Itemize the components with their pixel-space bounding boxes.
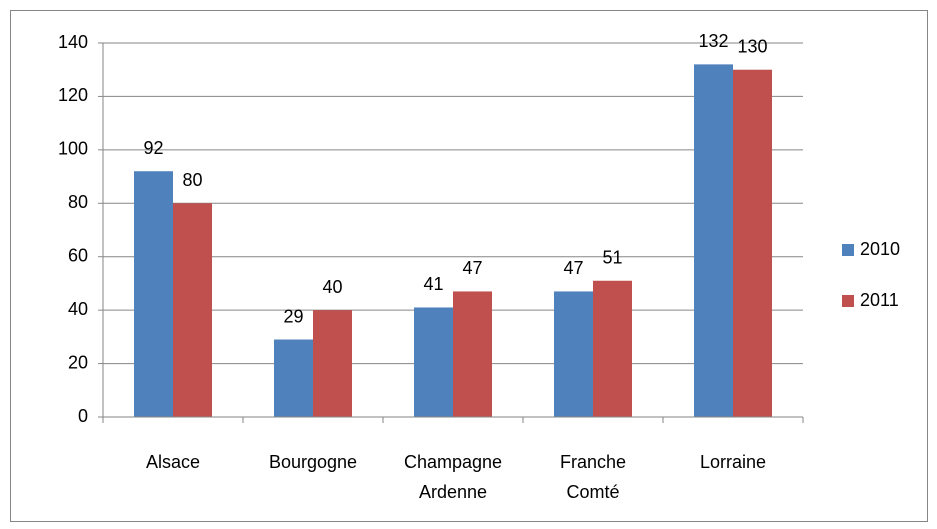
x-tick-label: Bourgogne xyxy=(269,452,357,472)
x-tick-label: Lorraine xyxy=(700,452,766,472)
bar xyxy=(414,307,453,417)
legend-swatch xyxy=(842,295,854,307)
data-label: 80 xyxy=(182,170,202,190)
y-tick-label: 80 xyxy=(68,192,88,212)
y-tick-label: 40 xyxy=(68,299,88,319)
data-label: 47 xyxy=(563,258,583,278)
bar xyxy=(554,291,593,417)
y-tick-label: 100 xyxy=(58,139,88,159)
bar xyxy=(453,291,492,417)
y-tick-label: 120 xyxy=(58,85,88,105)
data-label: 40 xyxy=(322,277,342,297)
x-tick-label: Champagne Ardenne xyxy=(404,452,502,502)
bar xyxy=(694,64,733,417)
legend-label: 2010 xyxy=(860,239,900,259)
data-label: 132 xyxy=(698,31,728,51)
data-label: 41 xyxy=(423,274,443,294)
data-label: 51 xyxy=(602,248,622,268)
data-label: 47 xyxy=(462,258,482,278)
bar xyxy=(733,69,772,417)
bar xyxy=(274,339,313,417)
bar xyxy=(593,280,632,417)
data-label: 92 xyxy=(143,138,163,158)
y-tick-label: 60 xyxy=(68,245,88,265)
bar xyxy=(173,203,212,417)
y-tick-label: 20 xyxy=(68,352,88,372)
x-tick-label: Franche Comté xyxy=(560,452,626,502)
legend-swatch xyxy=(842,244,854,256)
bar xyxy=(313,310,352,417)
legend-label: 2011 xyxy=(860,290,899,310)
data-label: 130 xyxy=(737,36,767,56)
x-tick-label: Alsace xyxy=(146,452,200,472)
data-label: 29 xyxy=(283,306,303,326)
y-tick-label: 0 xyxy=(78,406,88,426)
y-tick-label: 140 xyxy=(58,32,88,52)
bar xyxy=(134,171,173,417)
